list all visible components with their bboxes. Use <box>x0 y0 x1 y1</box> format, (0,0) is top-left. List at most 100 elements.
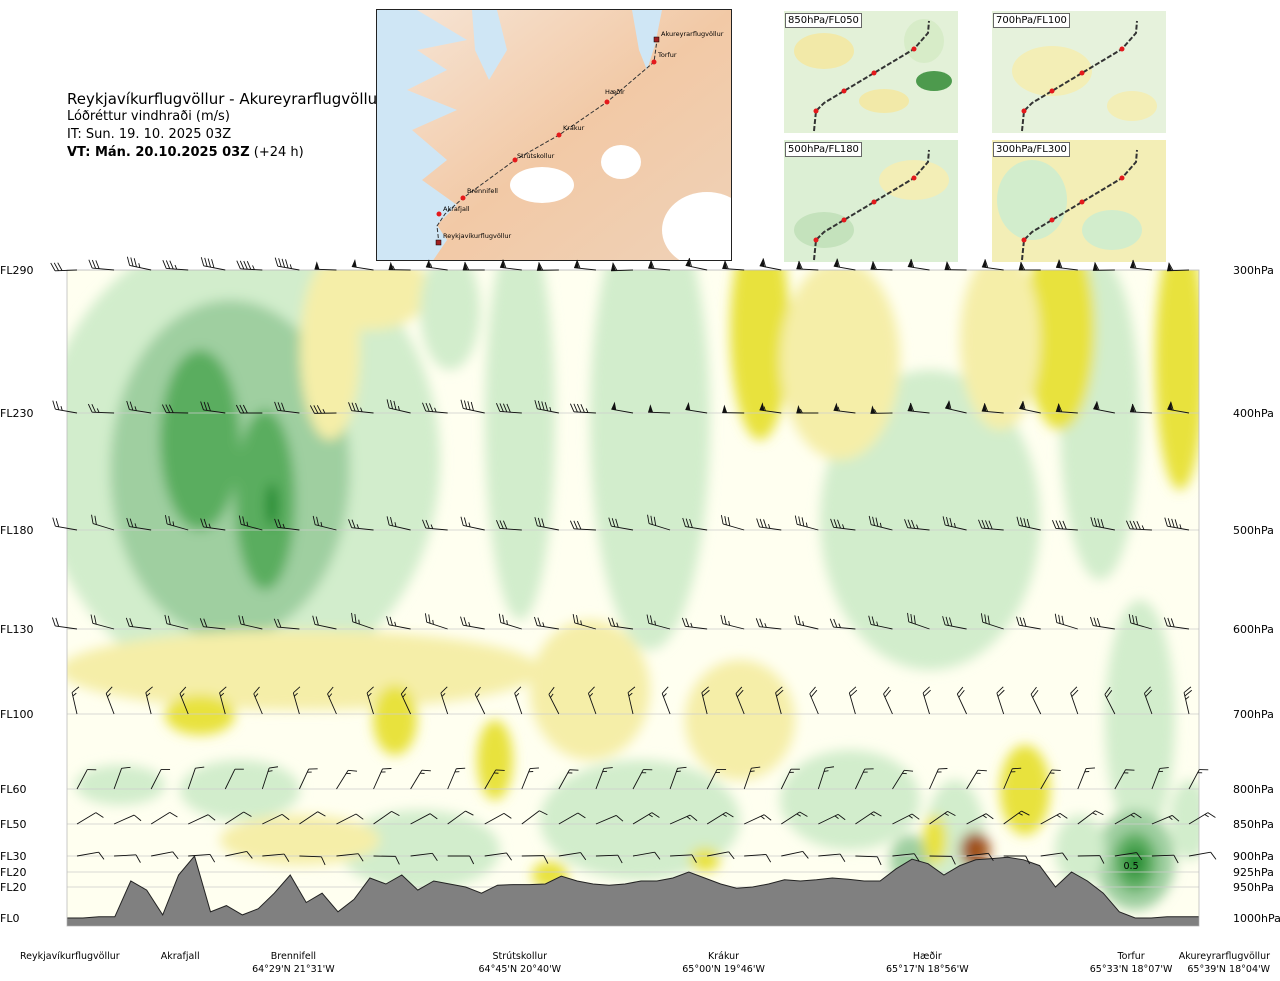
mini-map-label: 500hPa/FL180 <box>785 142 862 157</box>
wind-barb <box>113 766 131 790</box>
wind-barb <box>76 851 105 860</box>
wind-barb <box>685 401 708 414</box>
wind-barbs <box>50 256 1217 866</box>
wind-barb <box>1188 851 1217 860</box>
wind-barb <box>1055 259 1078 271</box>
wind-barb <box>126 256 152 271</box>
wind-barb <box>892 853 920 862</box>
route-point <box>651 59 657 65</box>
vertical-velocity-cell <box>1105 600 1175 840</box>
wind-barb <box>611 401 634 414</box>
mini-map-300: 300hPa/FL300 <box>992 140 1166 262</box>
wind-barb <box>966 813 994 825</box>
wind-barb <box>150 811 178 825</box>
vertical-velocity-cell <box>590 270 710 650</box>
vertical-velocity-cell <box>730 270 790 440</box>
wind-barb <box>498 613 522 630</box>
flight-level-label: FL130 <box>0 623 33 636</box>
wind-barb <box>410 813 438 825</box>
parameter-label: Lóðréttur vindhraði (m/s) <box>67 109 230 124</box>
flight-level-label: FL50 <box>0 818 26 831</box>
wind-barb <box>90 614 115 630</box>
wind-barb <box>460 399 485 414</box>
wind-barb <box>929 810 956 825</box>
wind-barb <box>1093 401 1115 414</box>
wind-barb <box>187 766 205 790</box>
wind-barb <box>225 811 252 825</box>
wind-barb <box>647 514 671 531</box>
vertical-velocity-cell <box>75 765 165 805</box>
pressure-level-label: 925hPa <box>1233 866 1274 879</box>
wind-barb <box>707 851 735 860</box>
wind-barb <box>261 766 279 790</box>
wind-barb <box>440 686 449 715</box>
wind-barb <box>410 852 438 862</box>
wind-barb <box>1077 855 1105 864</box>
wind-barb <box>386 616 411 630</box>
wind-barb <box>794 515 819 531</box>
wind-barb <box>274 401 300 414</box>
wind-barb <box>1114 812 1142 825</box>
pressure-level-label: 850hPa <box>1233 818 1274 831</box>
wind-barb <box>91 514 115 531</box>
wind-barb <box>1040 812 1068 825</box>
wind-barb <box>312 615 337 630</box>
vertical-velocity-cell <box>1055 815 1105 885</box>
wind-barb <box>87 403 115 414</box>
wind-barb <box>981 259 1004 271</box>
vertical-velocity-cell <box>180 760 300 820</box>
wind-barb <box>796 405 819 414</box>
vertical-velocity-cell <box>67 630 540 710</box>
wind-barb <box>52 517 78 531</box>
flight-level-label: FL20 <box>0 866 26 879</box>
mini-map-svg <box>992 140 1166 262</box>
wind-barb <box>870 261 893 271</box>
wind-barb <box>484 852 512 861</box>
vertical-velocity-cell <box>780 750 920 850</box>
map-label: Krákur <box>563 124 585 132</box>
waypoint-name: Hæðir <box>913 951 942 962</box>
wind-barb <box>200 257 226 271</box>
wind-barb <box>262 813 290 825</box>
wind-barb <box>744 814 772 825</box>
pressure-level-label: 600hPa <box>1233 623 1274 636</box>
wind-barb <box>781 811 808 825</box>
wind-barb <box>701 686 710 715</box>
wind-barb <box>521 855 549 864</box>
wind-barb <box>743 766 761 790</box>
wind-barb <box>848 686 858 715</box>
route-point <box>512 157 518 163</box>
vertical-velocity-cell <box>235 410 295 590</box>
wind-barb <box>496 520 522 531</box>
waypoint-name: Akrafjall <box>161 951 200 962</box>
wind-barb <box>499 259 522 271</box>
wind-barb <box>238 615 263 630</box>
wind-barb <box>929 855 956 865</box>
vertical-velocity-cell <box>420 270 480 370</box>
route-point <box>556 132 562 138</box>
wind-barb <box>1030 686 1042 715</box>
map-label: Hæðir <box>605 88 625 96</box>
wind-barb <box>1052 520 1078 531</box>
wind-barb <box>1188 769 1209 790</box>
mini-map-500: 500hPa/FL180 <box>784 140 958 262</box>
wind-barb <box>1019 400 1041 414</box>
wind-barb <box>514 686 523 715</box>
wind-barb <box>151 851 179 860</box>
wind-barb <box>1070 686 1079 715</box>
wind-barb <box>351 258 374 271</box>
wind-barb <box>682 517 708 531</box>
waypoint-coordinates: 64°45'N 20°40'W <box>478 964 561 975</box>
wind-barb <box>400 686 412 715</box>
waypoint-name: Torfur <box>1116 951 1144 962</box>
wind-barb <box>1167 401 1190 414</box>
wind-barb <box>892 769 914 790</box>
wind-barb <box>833 402 856 414</box>
wind-barb <box>1130 259 1152 271</box>
flight-level-label: FL60 <box>0 783 26 796</box>
vertical-velocity-cell <box>160 350 240 530</box>
wind-barb <box>200 401 226 414</box>
wind-barb <box>1114 852 1143 861</box>
flight-level-label: FL230 <box>0 407 33 420</box>
valid-time-date: VT: Mán. 20.10.2025 03Z <box>67 145 250 160</box>
